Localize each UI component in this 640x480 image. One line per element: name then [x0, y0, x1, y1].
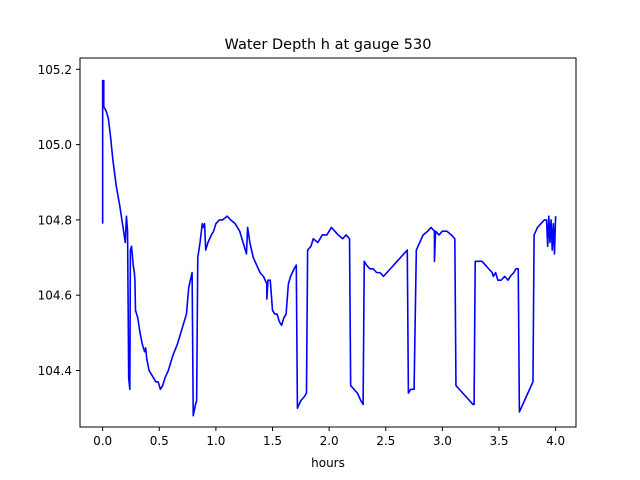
- y-tick-label: 104.8: [38, 213, 72, 227]
- x-axis-label: hours: [311, 456, 345, 470]
- y-tick-label: 105.0: [38, 138, 72, 152]
- axes-frame: [79, 57, 577, 428]
- x-axis: 0.0 0.5 1.0 1.5 2.0 2.5 3.0 3.5 4.0: [93, 427, 565, 448]
- x-tick-label: 4.0: [546, 434, 565, 448]
- x-tick-label: 2.0: [320, 434, 339, 448]
- x-tick-label: 3.0: [433, 434, 452, 448]
- series-line-1: [101, 79, 557, 417]
- chart-title: Water Depth h at gauge 530: [225, 37, 432, 53]
- x-tick-label: 0.0: [93, 434, 112, 448]
- x-tick-label: 0.5: [150, 434, 169, 448]
- y-axis: 104.4 104.6 104.8 105.0 105.2: [38, 63, 80, 378]
- plot-area: [101, 79, 557, 417]
- x-tick-label: 1.5: [263, 434, 282, 448]
- y-tick-label: 104.6: [38, 289, 72, 303]
- x-tick-label: 1.0: [206, 434, 225, 448]
- y-tick-label: 104.4: [38, 364, 72, 378]
- x-tick-label: 2.5: [376, 434, 395, 448]
- y-tick-label: 105.2: [38, 63, 72, 77]
- x-tick-label: 3.5: [489, 434, 508, 448]
